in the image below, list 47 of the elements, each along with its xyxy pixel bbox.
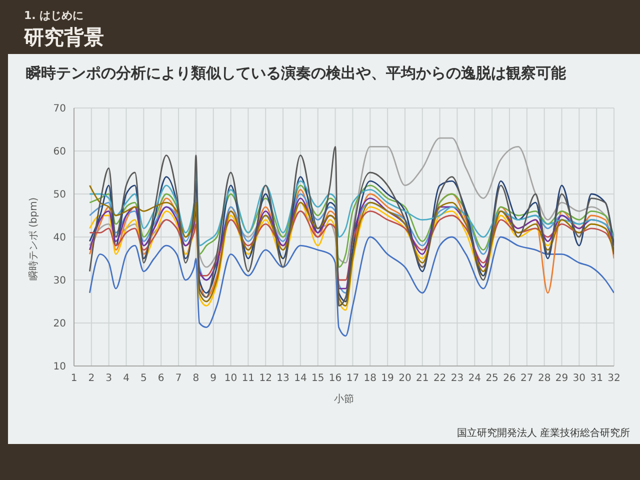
y-tick-label: 20 xyxy=(53,318,66,330)
x-tick-label: 30 xyxy=(572,373,586,384)
x-tick-label: 21 xyxy=(416,373,429,384)
x-tick-label: 7 xyxy=(175,373,182,384)
x-tick-label: 22 xyxy=(433,373,446,384)
x-tick-label: 5 xyxy=(140,373,147,384)
x-tick-label: 32 xyxy=(608,373,620,384)
x-tick-label: 23 xyxy=(450,373,464,384)
line-series xyxy=(88,146,614,306)
x-tick-label: 28 xyxy=(538,373,551,384)
x-tick-label: 12 xyxy=(259,373,272,384)
x-tick-label: 3 xyxy=(106,373,112,384)
x-tick-label: 11 xyxy=(242,373,255,384)
x-tick-label: 16 xyxy=(328,373,342,384)
x-tick-label: 1 xyxy=(70,373,78,384)
y-tick-label: 30 xyxy=(53,276,66,287)
x-tick-label: 9 xyxy=(210,373,217,384)
x-tick-label: 8 xyxy=(192,373,200,384)
chart-subtitle: 瞬時テンポの分析により類似している演奏の検出や、平均からの逸脱は観察可能 xyxy=(26,64,566,82)
x-tick-label: 27 xyxy=(520,373,534,384)
x-tick-label: 4 xyxy=(123,373,130,384)
text: 国立研究開発法人 産業技術総合研究所 xyxy=(456,428,630,439)
x-tick-label: 18 xyxy=(364,373,376,384)
chart-title: 研究背景 xyxy=(24,25,104,49)
x-tick-label: 2 xyxy=(88,373,95,384)
y-tick-label: 70 xyxy=(53,104,66,115)
x-tick-label: 19 xyxy=(381,373,394,384)
y-tick-label: 10 xyxy=(53,362,66,373)
x-tick-label: 6 xyxy=(158,373,164,384)
x-tick-label: 31 xyxy=(590,373,603,384)
y-axis-title: 瞬時テンポ (bpm) xyxy=(29,197,40,281)
y-tick-label: 50 xyxy=(53,190,66,201)
x-tick-label: 13 xyxy=(276,373,290,384)
x-tick-label: 10 xyxy=(224,373,238,384)
x-tick-label: 14 xyxy=(294,373,307,384)
y-tick-label: 60 xyxy=(53,146,66,158)
x-tick-label: 17 xyxy=(346,373,360,384)
x-tick-label: 26 xyxy=(503,373,516,384)
x-tick-label: 20 xyxy=(398,373,412,384)
x-tick-label: 25 xyxy=(486,373,498,384)
x-axis-title: 小節 xyxy=(334,394,354,405)
x-tick-label: 24 xyxy=(468,373,482,384)
x-tick-label: 15 xyxy=(312,373,324,384)
y-tick-label: 40 xyxy=(53,232,66,244)
line-series xyxy=(88,236,614,337)
x-tick-label: 29 xyxy=(555,373,568,384)
text: 1. はじめに xyxy=(24,9,84,22)
